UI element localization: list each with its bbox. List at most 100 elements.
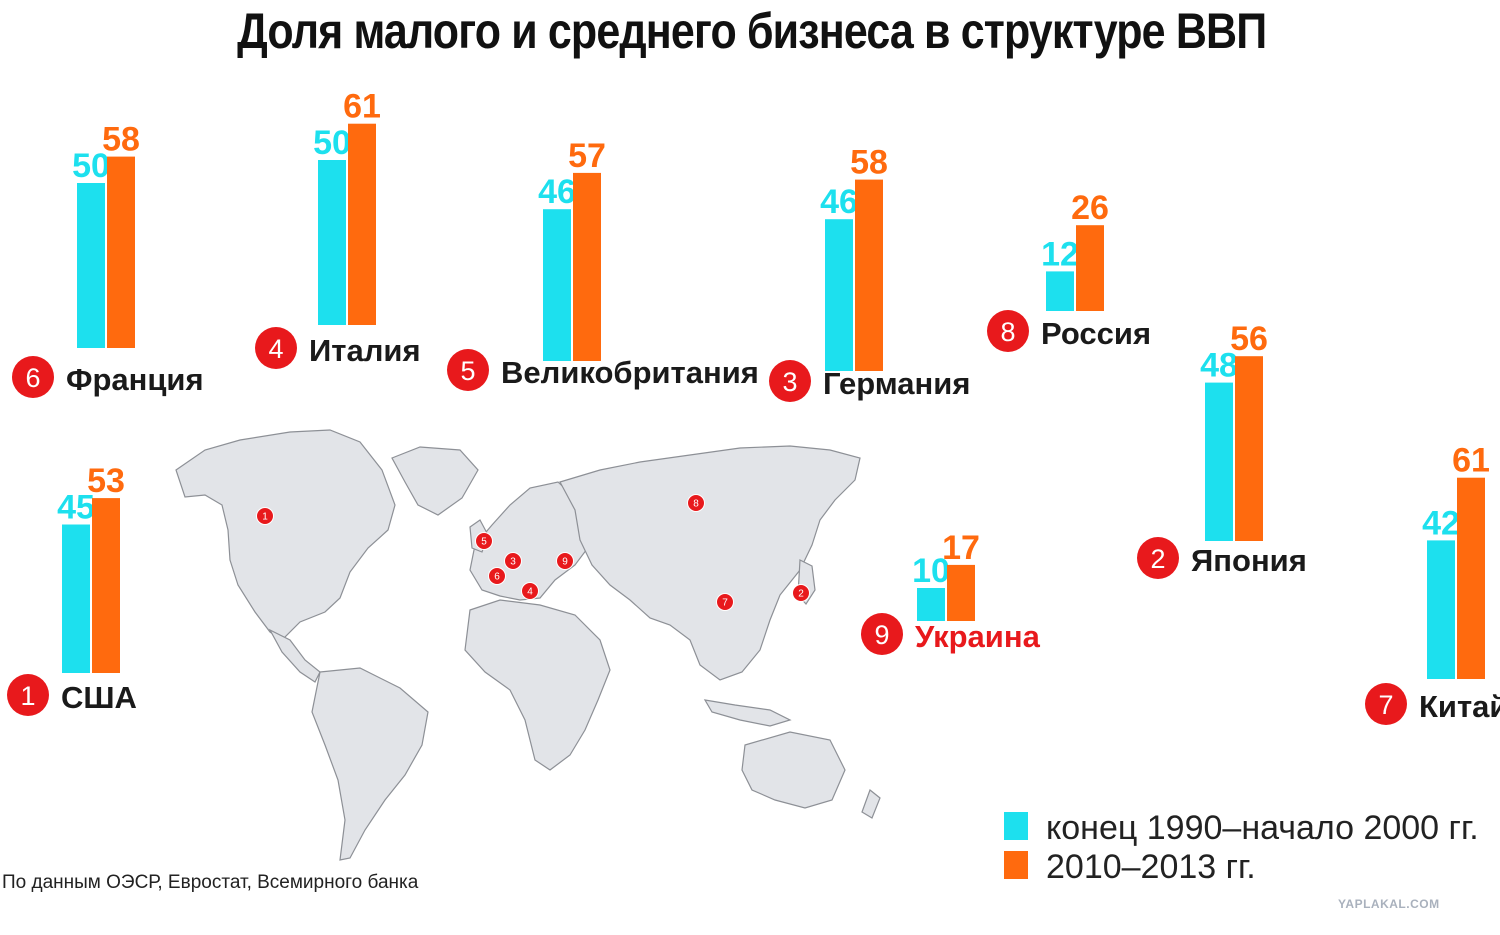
bar-early [825, 219, 853, 371]
map-marker-number: 6 [494, 572, 500, 583]
data-label: 26 [1071, 189, 1109, 227]
bar-early [917, 588, 945, 621]
map-australia [741, 731, 846, 809]
country-label: Франция [66, 362, 204, 397]
rank-number: 5 [460, 356, 475, 386]
rank-number: 2 [1150, 544, 1165, 574]
bar-early [1046, 271, 1074, 311]
bar-group: 12 26 8 Россия [987, 189, 1151, 352]
legend-label: конец 1990–начало 2000 гг. [1046, 809, 1479, 847]
bar-late [573, 172, 601, 361]
bar-early [77, 183, 105, 348]
rank-number: 1 [20, 681, 35, 711]
bar-late [1457, 477, 1485, 679]
legend: конец 1990–начало 2000 гг.2010–2013 гг. [1004, 809, 1479, 886]
country-label: Германия [823, 366, 970, 401]
data-label: 50 [313, 124, 351, 162]
rank-number: 7 [1378, 690, 1393, 720]
data-label: 61 [1452, 442, 1490, 480]
bar-late [855, 179, 883, 371]
bar-late [92, 498, 120, 673]
data-label: 10 [912, 552, 950, 590]
data-label: 45 [57, 489, 95, 527]
rank-badge [447, 349, 489, 391]
map-marker-number: 1 [262, 512, 268, 523]
country-label: Украина [915, 619, 1041, 654]
bar-early [543, 209, 571, 361]
map-north-america [175, 429, 396, 641]
bar-early [318, 160, 346, 325]
map-marker [475, 532, 493, 550]
rank-number: 4 [268, 334, 283, 364]
map-marker-number: 7 [722, 598, 728, 609]
map-marker [716, 593, 734, 611]
rank-badge [255, 327, 297, 369]
data-label: 50 [72, 147, 110, 185]
watermark: YAPLAKAL.COM [1338, 897, 1440, 911]
bar-late [348, 123, 376, 325]
rank-number: 6 [25, 363, 40, 393]
map-marker-number: 2 [798, 589, 804, 600]
country-label: Китай [1419, 689, 1500, 724]
rank-badge [769, 360, 811, 402]
world-map [175, 429, 881, 861]
bar-late [107, 156, 135, 348]
map-indonesia [703, 699, 792, 727]
rank-badge [7, 674, 49, 716]
map-marker [256, 507, 274, 525]
bar-late [1076, 225, 1104, 311]
source-note: По данным ОЭСР, Евростат, Всемирного бан… [2, 872, 419, 893]
map-marker-number: 4 [527, 587, 533, 598]
data-label: 58 [850, 144, 888, 182]
rank-badge [987, 310, 1029, 352]
rank-number: 9 [874, 620, 889, 650]
map-central-america [268, 628, 321, 683]
bar-early [1427, 540, 1455, 679]
map-south-america [311, 667, 429, 861]
bar-early [62, 524, 90, 673]
map-marker [792, 584, 810, 602]
country-label: Италия [309, 333, 421, 368]
map-marker-number: 8 [693, 499, 699, 510]
map-asia [559, 445, 861, 681]
map-marker-number: 5 [481, 537, 487, 548]
map-markers: 1 5 3 9 6 4 8 7 2 [256, 494, 810, 611]
rank-badge [861, 613, 903, 655]
map-marker-number: 3 [510, 557, 516, 568]
map-greenland [391, 446, 479, 516]
map-new-zealand [861, 789, 881, 819]
map-marker [488, 567, 506, 585]
country-label: Япония [1191, 543, 1307, 578]
rank-badge [1365, 683, 1407, 725]
data-label: 58 [102, 121, 140, 159]
chart-title: Доля малого и среднего бизнеса в структу… [237, 3, 1267, 59]
bar-late [947, 564, 975, 621]
legend-swatch [1004, 812, 1028, 840]
country-label: США [61, 680, 137, 715]
data-label: 12 [1041, 235, 1079, 273]
data-label: 48 [1200, 347, 1238, 385]
data-label: 46 [538, 173, 576, 211]
legend-swatch [1004, 851, 1028, 879]
data-label: 42 [1422, 504, 1460, 542]
map-marker [687, 494, 705, 512]
country-label: Великобритания [501, 355, 759, 390]
map-africa [464, 599, 611, 771]
data-label: 56 [1230, 320, 1268, 358]
map-marker-number: 9 [562, 557, 568, 568]
legend-label: 2010–2013 гг. [1046, 848, 1256, 886]
bar-late [1235, 356, 1263, 541]
bar-group: 42 61 7 Китай [1365, 442, 1500, 725]
country-label: Россия [1041, 316, 1151, 351]
rank-badge [1137, 537, 1179, 579]
map-marker [521, 582, 539, 600]
data-label: 46 [820, 183, 858, 221]
map-marker [504, 552, 522, 570]
